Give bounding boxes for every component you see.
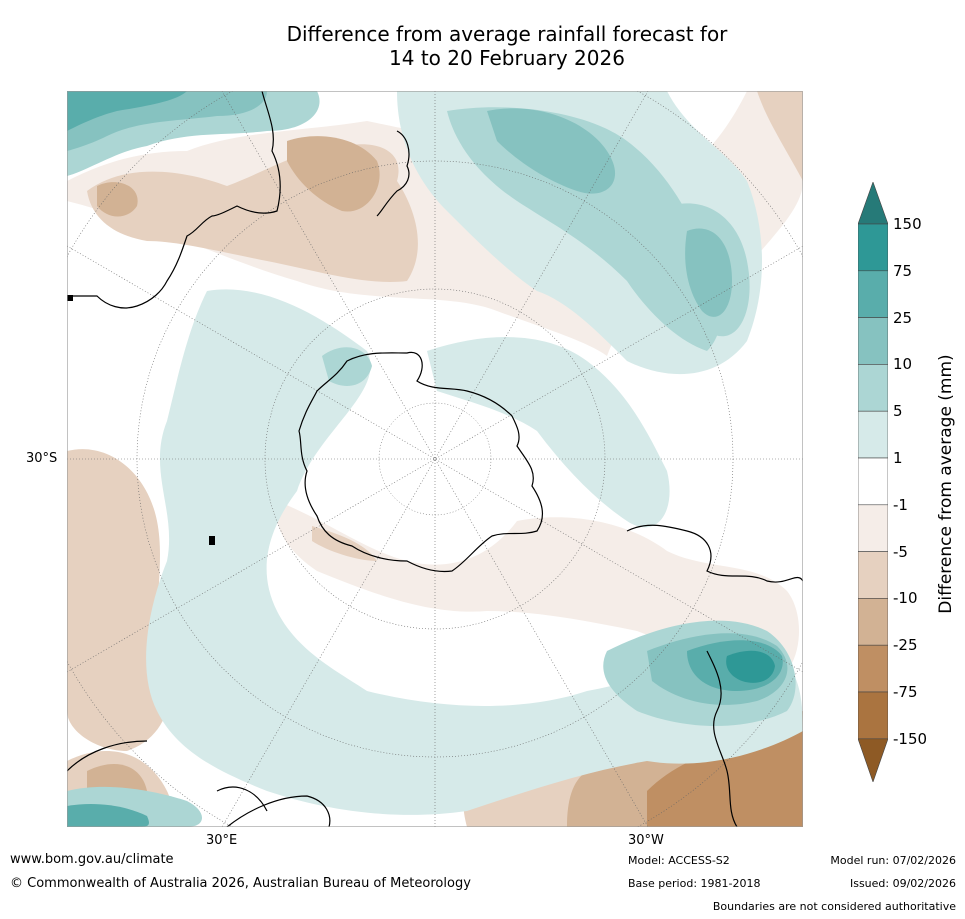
footer-website[interactable]: www.bom.gov.au/climate <box>10 852 174 867</box>
colorbar-segment <box>858 598 888 646</box>
colorbar-tick-label: 75 <box>893 261 913 280</box>
pole-no-data <box>378 402 492 516</box>
colorbar-tick-label: -1 <box>893 495 908 514</box>
brown-region-australia-dark <box>287 136 380 212</box>
teal-region-pacific-dark <box>487 108 616 194</box>
colorbar-tick-label: 150 <box>893 215 922 233</box>
brown-region-ne <box>757 91 803 181</box>
colorbar-extend-bottom <box>858 738 888 782</box>
above-average-regions <box>67 91 803 827</box>
antarctica-coastline <box>298 351 544 573</box>
colorbar-segment <box>858 504 888 552</box>
footer-model: Model: ACCESS-S2 <box>628 854 730 867</box>
colorbar-tick-label: -75 <box>893 683 918 701</box>
footer-copyright: © Commonwealth of Australia 2026, Austra… <box>10 876 471 891</box>
colorbar-label: Difference from average (mm) <box>936 354 956 614</box>
map-title: Difference from average rainfall forecas… <box>0 22 965 70</box>
teal-region-weddell <box>322 347 372 386</box>
graticule <box>67 91 803 827</box>
colorbar-segment <box>858 551 888 599</box>
colorbar-tick-label: -10 <box>893 589 918 608</box>
colorbar <box>858 182 888 782</box>
coastlines <box>67 91 803 827</box>
island-marker <box>67 295 73 301</box>
longitude-label-30w: 30°W <box>628 833 664 848</box>
brown-region-indian-ocean <box>67 449 170 751</box>
brown-region-south-atlantic-dark <box>647 731 803 827</box>
australia-coastline <box>67 91 281 309</box>
rainfall-anomaly-map[interactable] <box>67 91 803 827</box>
new-zealand-coastline <box>376 130 410 217</box>
teal-region-pacific-mid <box>447 107 722 351</box>
colorbar-tick-label: -5 <box>893 542 908 561</box>
latitude-label-30s: 30°S <box>26 451 58 466</box>
colorbar-tick-label: 5 <box>893 402 903 421</box>
teal-region-africa-dark <box>67 804 149 827</box>
footer-base-period: Base period: 1981-2018 <box>628 877 761 890</box>
colorbar-segment <box>858 223 888 272</box>
colorbar-tick-label: 1 <box>893 449 903 467</box>
longitude-label-30e: 30°E <box>206 833 238 848</box>
map-canvas <box>67 91 803 827</box>
brown-region-west <box>97 182 138 217</box>
title-line-1: Difference from average rainfall forecas… <box>286 22 728 46</box>
colorbar-tick-label: 25 <box>893 308 913 327</box>
footer-issued: Issued: 09/02/2026 <box>849 877 956 890</box>
footer-model-run: Model run: 07/02/2026 <box>830 854 956 867</box>
colorbar-tick-label: -25 <box>893 636 918 655</box>
colorbar-segment <box>858 691 888 740</box>
footer-disclaimer: Boundaries are not considered authoritat… <box>712 900 956 913</box>
colorbar-segment <box>858 410 888 459</box>
teal-region-east-pacific-dark <box>685 228 732 317</box>
colorbar-segment <box>858 317 888 365</box>
colorbar-segment <box>858 457 888 506</box>
colorbar-segment <box>858 270 888 318</box>
teal-region-south-america-core <box>726 650 775 683</box>
colorbar-extend-top <box>858 182 888 225</box>
teal-region-antarctic-sector <box>427 337 670 528</box>
title-line-2: 14 to 20 February 2026 <box>389 46 625 70</box>
colorbar-tick-label: 10 <box>893 355 913 374</box>
africa-coastline <box>67 740 331 827</box>
madagascar-marker <box>209 536 215 545</box>
teal-region-nw-dark <box>67 91 187 131</box>
south-america-coastline <box>626 524 803 827</box>
colorbar-segment <box>858 364 888 412</box>
colorbar-segment <box>858 644 888 693</box>
colorbar-tick-label: -150 <box>893 729 928 748</box>
